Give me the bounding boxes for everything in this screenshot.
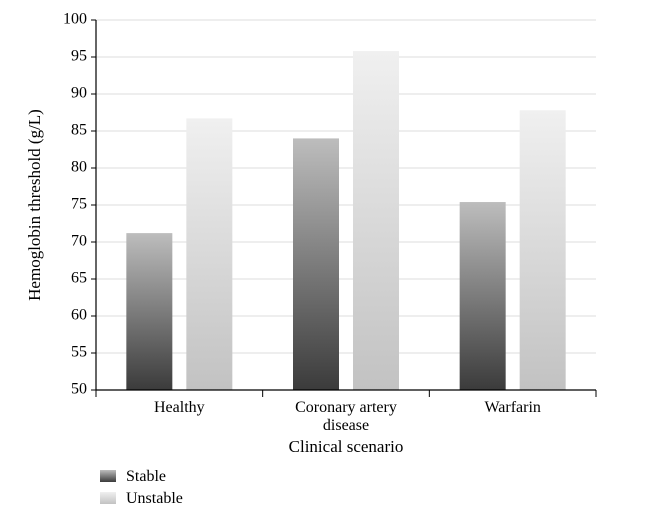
hemoglobin-threshold-chart: 50 55 60 65 70 75 80 85 90 95 100 Healthy Coronary a… [0, 0, 654, 531]
x-tick-label: Healthy [154, 399, 205, 416]
y-tick-label: 50 [71, 381, 87, 398]
y-tick-label: 85 [71, 122, 87, 139]
y-tick-label: 65 [71, 270, 87, 287]
bar-stable-1 [293, 138, 339, 390]
y-tick-label: 60 [71, 307, 87, 324]
y-tick-label: 55 [71, 344, 87, 361]
y-tick-label: 80 [71, 159, 87, 176]
bar-unstable-1 [353, 51, 399, 390]
x-tick-label: disease [323, 417, 369, 434]
chart-svg: 50 55 60 65 70 75 80 85 90 95 100 Healthy Coronary a… [0, 0, 654, 531]
bar-stable-0 [126, 233, 172, 390]
x-axis-label: Clinical scenario [289, 437, 404, 456]
bar-stable-2 [460, 202, 506, 390]
y-axis-label: Hemoglobin threshold (g/L) [25, 109, 44, 301]
bar-unstable-2 [520, 110, 566, 390]
y-tick-label: 70 [71, 233, 87, 250]
legend-swatch-unstable [100, 492, 116, 504]
bar-unstable-0 [186, 118, 232, 390]
legend-label: Unstable [126, 490, 183, 507]
y-tick-label: 90 [71, 85, 87, 102]
legend-swatch-stable [100, 470, 116, 482]
legend-label: Stable [126, 468, 166, 485]
x-tick-label: Coronary artery [295, 399, 397, 416]
y-tick-label: 95 [71, 48, 87, 65]
x-tick-label: Warfarin [484, 399, 540, 416]
y-tick-label: 100 [63, 11, 87, 28]
y-tick-label: 75 [71, 196, 87, 213]
